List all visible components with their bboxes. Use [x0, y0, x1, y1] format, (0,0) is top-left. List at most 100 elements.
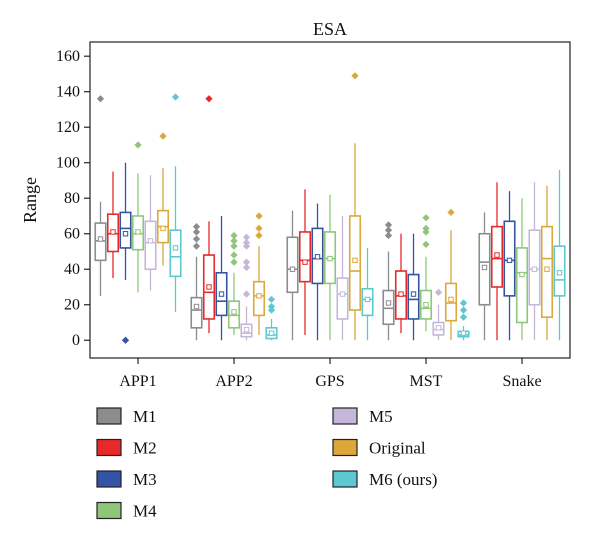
- legend-label: M5: [369, 407, 393, 426]
- outlier-point: [192, 242, 201, 250]
- iqr-box: [311, 227, 324, 285]
- mean-marker: [339, 291, 346, 297]
- outlier-point: [192, 228, 201, 236]
- box-m3-gps: [311, 203, 324, 341]
- outlier-point: [422, 214, 430, 222]
- outlier-point: [230, 258, 238, 266]
- mean-marker: [218, 291, 225, 297]
- iqr-box: [503, 220, 516, 297]
- y-axis: 0 20 40 60 80 100 120 140 160: [56, 48, 90, 349]
- outlier-point: [230, 231, 238, 240]
- y-tick-label: 100: [56, 155, 80, 172]
- mean-marker: [135, 229, 141, 235]
- outlier-point: [242, 290, 251, 298]
- legend-item-m2: M2: [96, 438, 157, 458]
- box-m1-app2: [190, 223, 203, 341]
- box-series-group: [94, 72, 566, 344]
- series-m5: [144, 175, 541, 341]
- outlier-point: [242, 238, 251, 247]
- mean-marker: [160, 225, 166, 232]
- outlier-point: [267, 295, 276, 304]
- mean-marker: [423, 302, 429, 308]
- outlier-point: [242, 233, 251, 241]
- y-tick-label: 140: [56, 84, 80, 101]
- chart-title: ESA: [313, 19, 347, 39]
- legend-swatch: [96, 501, 122, 520]
- mean-marker: [256, 293, 262, 299]
- y-tick-label: 20: [64, 297, 80, 314]
- box-m1-app1: [94, 95, 107, 296]
- outlier-point: [434, 288, 443, 296]
- legend-swatch: [96, 438, 122, 457]
- outlier-point: [422, 240, 430, 249]
- x-tick-label-mst: MST: [410, 373, 443, 390]
- mean-marker: [268, 330, 275, 336]
- iqr-box: [286, 236, 299, 294]
- mean-marker: [410, 291, 417, 297]
- box-m2-mst: [394, 233, 408, 334]
- iqr-box: [94, 222, 107, 262]
- mean-marker: [243, 326, 250, 333]
- mean-marker: [435, 325, 442, 331]
- outlier-point: [121, 336, 130, 344]
- outlier-point: [159, 132, 167, 140]
- box-m6-ours-app2: [265, 295, 278, 341]
- series-m3: [119, 162, 516, 344]
- mean-marker: [448, 296, 454, 303]
- iqr-box: [106, 213, 120, 253]
- mean-marker: [556, 270, 563, 276]
- box-original-app1: [156, 132, 170, 266]
- mean-marker: [506, 257, 513, 264]
- box-m3-app1: [119, 162, 132, 344]
- iqr-box: [528, 229, 541, 306]
- legend-label: M3: [133, 470, 157, 489]
- iqr-box: [169, 229, 182, 278]
- mean-marker: [314, 254, 321, 260]
- y-tick-label: 60: [64, 226, 80, 243]
- legend-swatch: [332, 438, 358, 457]
- mean-marker: [327, 255, 333, 262]
- y-tick-label: 120: [56, 119, 80, 136]
- box-m3-app2: [215, 215, 228, 341]
- iqr-box: [490, 225, 504, 288]
- box-m4-app2: [227, 231, 241, 335]
- box-m6-ours-mst: [457, 299, 470, 341]
- outlier-point: [255, 212, 263, 220]
- mean-marker: [481, 264, 488, 271]
- outlier-point: [230, 242, 238, 250]
- box-m5-snake: [528, 182, 541, 341]
- outlier-point: [242, 258, 251, 266]
- outlier-point: [230, 237, 238, 245]
- mean-marker: [302, 259, 308, 265]
- box-m2-snake: [490, 182, 504, 341]
- iqr-box: [407, 273, 420, 320]
- box-m6-ours-app1: [169, 93, 182, 312]
- outlier-point: [459, 313, 468, 321]
- outlier-point: [255, 231, 263, 240]
- mean-marker: [494, 252, 500, 258]
- iqr-box: [298, 231, 312, 283]
- iqr-box: [252, 280, 266, 317]
- y-axis-title: Range: [20, 177, 40, 223]
- legend-label: M1: [133, 407, 157, 426]
- outlier-point: [171, 93, 180, 101]
- legend-item-m4: M4: [96, 501, 157, 521]
- box-m1-gps: [286, 210, 299, 341]
- box-m4-app1: [131, 141, 145, 293]
- outlier-point: [242, 263, 251, 272]
- outlier-point: [230, 251, 238, 259]
- legend-swatch: [96, 470, 122, 488]
- iqr-box: [394, 270, 408, 320]
- mean-marker: [110, 229, 116, 235]
- box-m2-app2: [202, 95, 216, 334]
- legend-item-m6-ours: M6 (ours): [332, 470, 437, 489]
- iqr-box: [227, 300, 241, 329]
- x-tick-label-gps: GPS: [315, 373, 344, 390]
- legend-swatch: [332, 470, 358, 488]
- iqr-box: [540, 225, 554, 318]
- outlier-point: [447, 208, 455, 217]
- mean-marker: [364, 296, 371, 303]
- series-m4: [131, 141, 529, 341]
- box-m5-gps: [336, 215, 349, 341]
- iqr-box: [361, 287, 374, 317]
